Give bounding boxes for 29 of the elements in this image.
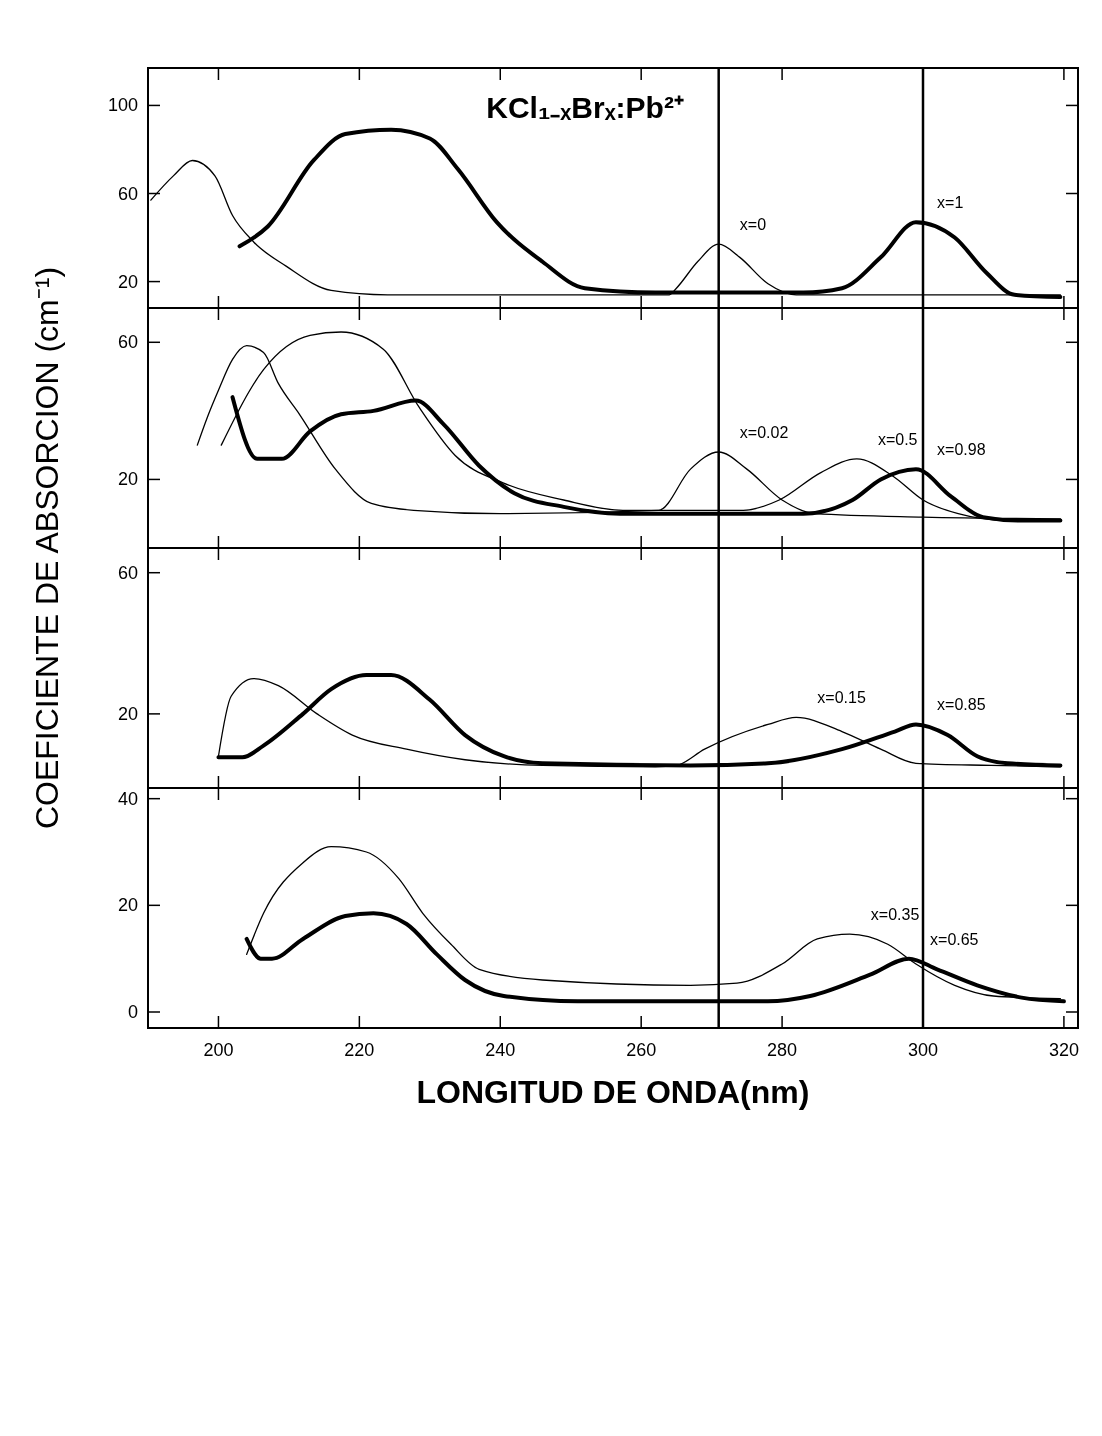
y-tick-label: 0 (127, 1002, 138, 1022)
y-tick-label: 20 (117, 895, 138, 916)
series-label: x=0.98 (937, 441, 986, 459)
y-tick-label: 60 (117, 183, 138, 204)
x-tick-label: 220 (344, 1040, 375, 1060)
y-tick-label: 40 (117, 788, 138, 809)
x-tick-label: 260 (626, 1040, 657, 1060)
x-tick-label: 320 (1048, 1040, 1079, 1060)
y-tick-label: 60 (117, 562, 138, 583)
x-tick-label: 200 (203, 1040, 234, 1060)
series-label: x=0.02 (739, 424, 789, 441)
x-tick-label: 240 (485, 1040, 516, 1060)
series-label: x=0.35 (870, 906, 920, 924)
series-label: x=0.15 (817, 689, 866, 707)
x-axis-title: LONGITUD DE ONDA(nm) (416, 1074, 810, 1110)
y-axis-title: COEFICIENTE DE ABSORCION (cm⁻¹) (29, 266, 65, 830)
series-label: x=0.5 (877, 430, 918, 448)
y-tick-label: 60 (117, 332, 138, 353)
series-label: x=0 (739, 216, 767, 234)
y-tick-label: 20 (117, 703, 138, 724)
y-tick-label: 20 (117, 469, 138, 490)
y-tick-label: 100 (107, 95, 138, 116)
x-tick-label: 280 (767, 1040, 798, 1060)
series-label: x=0.85 (937, 696, 986, 714)
x-tick-label: 300 (907, 1040, 939, 1060)
y-tick-label: 20 (117, 271, 138, 292)
series-label: x=0.65 (930, 930, 979, 948)
annotation: KCl₁₋ₓBrₓ:Pb²⁺ (486, 91, 684, 124)
series-label: x=1 (937, 194, 964, 212)
